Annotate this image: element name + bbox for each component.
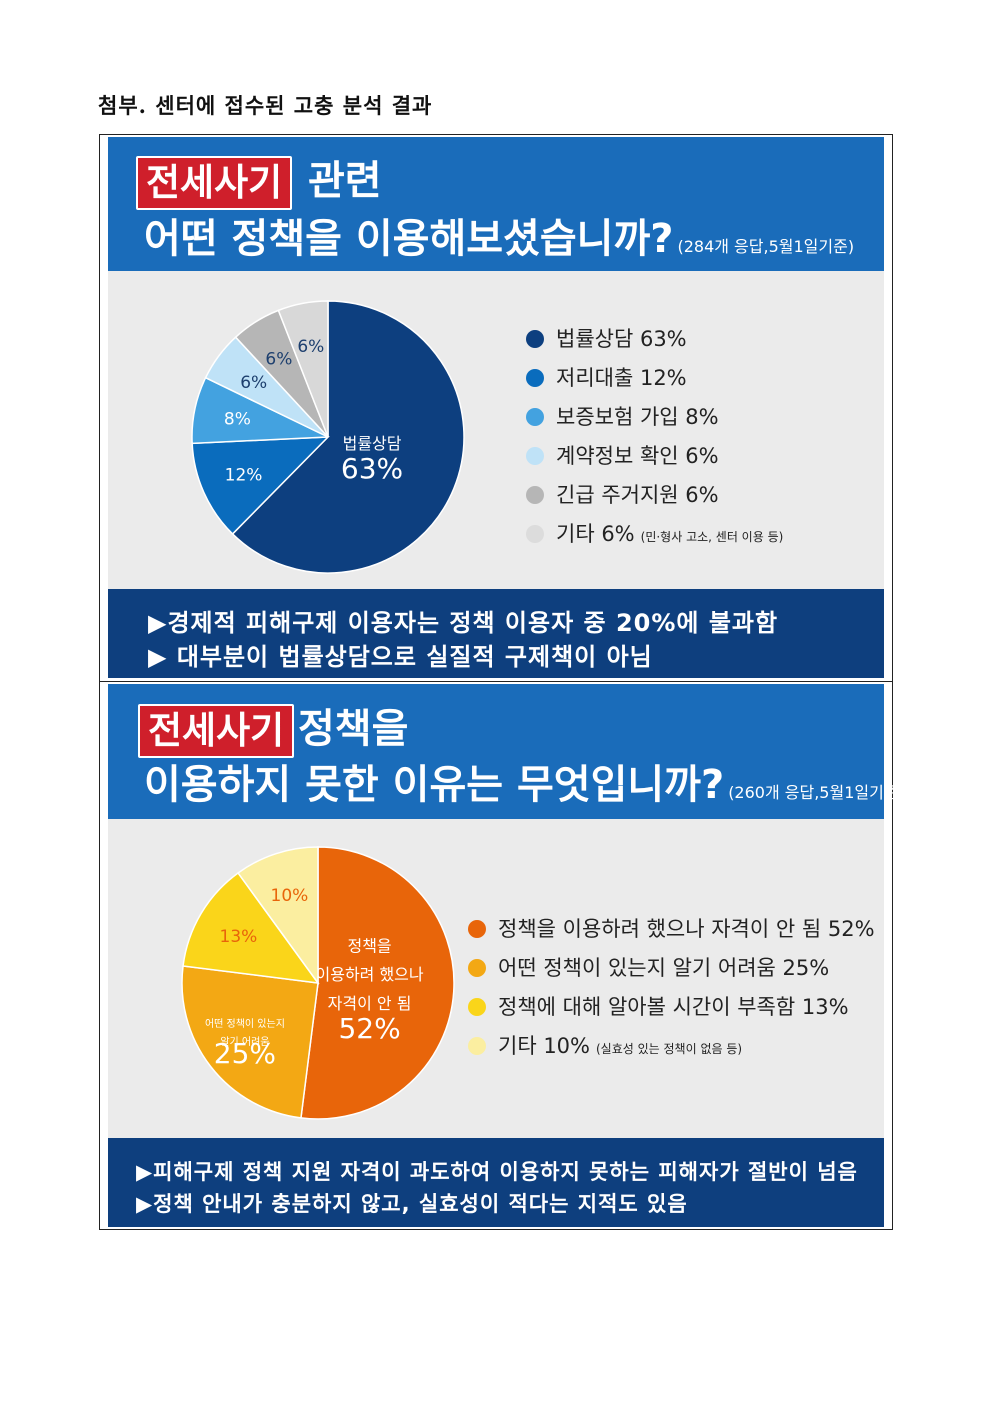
- slice-label: 12%: [225, 466, 263, 486]
- slice-label: 13%: [220, 927, 258, 947]
- legend-item: 보증보험 가입 8%: [526, 401, 719, 431]
- legend-label: 기타 10%: [498, 1034, 590, 1058]
- panel-footer: ▶경제적 피해구제 이용자는 정책 이용자 중 20%에 불과함 ▶ 대부분이 …: [108, 589, 884, 678]
- panel-divider: [99, 681, 893, 682]
- slice-label: 법률상담 63%: [341, 434, 403, 485]
- legend-swatch: [468, 959, 486, 977]
- title-suffix: 정책을: [298, 706, 409, 752]
- title-suffix: 관련: [308, 158, 382, 204]
- legend-label: 법률상담 63%: [556, 327, 687, 351]
- slice-label: 어떤 정책이 있는지 알기 어려움25%: [205, 1018, 285, 1070]
- legend-swatch: [468, 998, 486, 1016]
- legend-swatch: [526, 447, 544, 465]
- footer-line: ▶정책 안내가 충분하지 않고, 실효성이 적다는 지적도 있음: [136, 1192, 688, 1216]
- footer-line: ▶ 대부분이 법률상담으로 실질적 구제책이 아님: [148, 643, 653, 671]
- legend-item: 긴급 주거지원 6%: [526, 479, 719, 509]
- legend-swatch: [526, 486, 544, 504]
- legend-label: 보증보험 가입 8%: [556, 405, 719, 429]
- panel-footer: ▶피해구제 정책 지원 자격이 과도하여 이용하지 못하는 피해자가 절반이 넘…: [108, 1138, 884, 1227]
- question-text: 이용하지 못한 이유는 무엇입니까?: [144, 762, 725, 808]
- pie-slice: [181, 965, 319, 1119]
- slice-label: 8%: [224, 409, 251, 429]
- topic-tag: 전세사기: [136, 156, 293, 210]
- pie-slice: [231, 300, 465, 574]
- legend-label: 저리대출 12%: [556, 366, 687, 390]
- legend-swatch: [526, 408, 544, 426]
- legend-item: 법률상담 63%: [526, 323, 687, 353]
- legend-note: (실효성 있는 정책이 없음 등): [596, 1042, 743, 1056]
- slice-label: 정책을 이용하려 했으나 자격이 안 됨 52%: [316, 936, 424, 1044]
- pie-slice: [237, 846, 319, 986]
- panel-header: 전세사기 관련 어떤 정책을 이용해보셨습니까? (284개 응답,5월1일기준): [108, 137, 884, 271]
- survey-panel-policy-not-used: 전세사기 정책을 이용하지 못한 이유는 무엇입니까? (260개 응답,5월1일…: [108, 684, 905, 1227]
- legend-item: 계약정보 확인 6%: [526, 440, 719, 470]
- legend-label: 계약정보 확인 6%: [556, 444, 719, 468]
- footer-line: ▶피해구제 정책 지원 자격이 과도하여 이용하지 못하는 피해자가 절반이 넘…: [136, 1160, 858, 1184]
- pie-chart: 정책을 이용하려 했으나 자격이 안 됨 52% 어떤 정책이 있는지 알기 어려움25%…: [181, 846, 455, 1120]
- legend-label: 정책에 대해 알아볼 시간이 부족함 13%: [498, 995, 849, 1019]
- legend-swatch: [468, 920, 486, 938]
- pie-slice: [277, 300, 329, 438]
- slice-label: 10%: [271, 886, 309, 906]
- legend-swatch: [526, 525, 544, 543]
- legend-swatch: [526, 330, 544, 348]
- legend-swatch: [526, 369, 544, 387]
- pie-slice: [182, 871, 320, 984]
- legend-item: 기타 10% (실효성 있는 정책이 없음 등): [468, 1030, 742, 1060]
- chart-area: 법률상담 63% 12% 8% 6% 6% 6% 법률상담 63% 저리대출 12% 보증보…: [108, 271, 884, 589]
- legend-item: 저리대출 12%: [526, 362, 687, 392]
- legend-label: 정책을 이용하려 했으나 자격이 안 됨 52%: [498, 917, 875, 941]
- topic-tag: 전세사기: [138, 704, 295, 758]
- question-text: 어떤 정책을 이용해보셨습니까?: [144, 216, 674, 262]
- legend-item: 어떤 정책이 있는지 알기 어려움 25%: [468, 952, 829, 982]
- legend-item: 정책에 대해 알아볼 시간이 부족함 13%: [468, 991, 849, 1021]
- sample-note: (260개 응답,5월1일기준): [728, 783, 905, 802]
- survey-panel-policy-used: 전세사기 관련 어떤 정책을 이용해보셨습니까? (284개 응답,5월1일기준)…: [108, 137, 884, 678]
- question-line: 이용하지 못한 이유는 무엇입니까? (260개 응답,5월1일기준): [144, 758, 905, 820]
- slice-label: 6%: [240, 373, 267, 393]
- legend-item: 기타 6% (민·형사 고소, 센터 이용 등): [526, 518, 783, 548]
- document-title: 첨부. 센터에 접수된 고충 분석 결과: [98, 93, 433, 118]
- slice-label: 6%: [265, 350, 292, 370]
- pie-slice: [300, 846, 455, 1120]
- pie-chart: 법률상담 63%12%8%6%6%6%: [191, 300, 465, 574]
- panel-header: 전세사기 정책을 이용하지 못한 이유는 무엇입니까? (260개 응답,5월1일…: [108, 684, 905, 819]
- pie-slice: [191, 436, 330, 535]
- legend-label: 기타 6%: [556, 522, 635, 546]
- slice-label: 6%: [297, 337, 324, 357]
- sample-note: (284개 응답,5월1일기준): [677, 237, 855, 256]
- legend-note: (민·형사 고소, 센터 이용 등): [640, 530, 784, 544]
- legend-label: 어떤 정책이 있는지 알기 어려움 25%: [498, 956, 830, 980]
- legend-label: 긴급 주거지원 6%: [556, 483, 719, 507]
- question-line: 어떤 정책을 이용해보셨습니까? (284개 응답,5월1일기준): [144, 212, 854, 274]
- chart-area: 정책을 이용하려 했으나 자격이 안 됨 52% 어떤 정책이 있는지 알기 어려움25%…: [108, 819, 884, 1138]
- legend-item: 정책을 이용하려 했으나 자격이 안 됨 52%: [468, 913, 875, 943]
- attachment-frame: [99, 134, 893, 1230]
- legend-swatch: [468, 1037, 486, 1055]
- footer-line: ▶경제적 피해구제 이용자는 정책 이용자 중 20%에 불과함: [148, 609, 779, 637]
